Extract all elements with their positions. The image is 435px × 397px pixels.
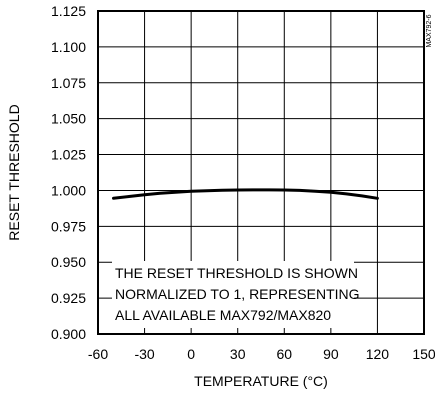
y-tick-label: 0.925 [51,290,86,306]
x-tick-label: 90 [323,346,339,362]
plot-frame [97,10,425,335]
annotation-line: THE RESET THRESHOLD IS SHOWN [115,265,358,281]
x-tick-label: 60 [276,346,292,362]
x-tick-label: 150 [412,346,435,362]
annotation: THE RESET THRESHOLD IS SHOWN NORMALIZED T… [115,265,360,323]
y-tick-label: 1.125 [51,3,86,19]
x-tick-labels: -60 -30 0 30 60 90 120 150 [88,346,435,362]
y-tick-label: 0.975 [51,218,86,234]
y-tick-label: 0.950 [51,254,86,270]
x-tick-label: 0 [187,346,195,362]
x-tick-label: -30 [134,346,154,362]
x-tick-label: -60 [88,346,108,362]
annotation-line: ALL AVAILABLE MAX792/MAX820 [115,307,331,323]
y-tick-label: 1.000 [51,182,86,198]
y-tick-label: 1.075 [51,75,86,91]
x-axis-title: TEMPERATURE (°C) [194,373,328,389]
reset-threshold-curve [112,188,379,200]
figure-code: MAX792-6 [426,14,433,47]
y-tick-labels: 0.900 0.925 0.950 0.975 1.000 1.025 1.050 1.075… [51,3,86,342]
annotation-line: NORMALIZED TO 1, REPRESENTING [115,286,360,302]
y-tick-label: 1.025 [51,147,86,163]
grid [98,11,424,334]
x-tick-label: 30 [230,346,246,362]
y-tick-label: 0.900 [51,326,86,342]
y-tick-label: 1.100 [51,39,86,55]
y-tick-label: 1.050 [51,111,86,127]
annotation-background [112,261,354,328]
y-axis-title: RESET THRESHOLD [6,104,22,240]
x-tick-label: 120 [366,346,390,362]
